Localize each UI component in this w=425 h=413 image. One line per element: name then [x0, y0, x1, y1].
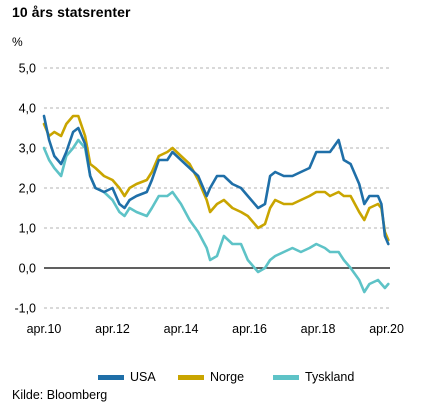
legend-label-norge: Norge [210, 370, 245, 384]
x-tick-label-1: apr.12 [95, 322, 130, 336]
series-line-usa [42, 114, 390, 246]
series-line-tyskland [42, 138, 390, 294]
y-tick-label-5: 0,0 [19, 262, 36, 276]
chart-title: 10 års statsrenter [12, 4, 131, 20]
legend-swatch-norge [178, 374, 204, 380]
legend-item-usa: USA [98, 370, 156, 384]
legend-label-usa: USA [130, 370, 156, 384]
line-chart: 5,0 4,0 3,0 2,0 1,0 0,0 -1,0 apr.10 apr.12 apr.14… [14, 62, 404, 337]
series-line-norge [42, 114, 390, 242]
legend-label-tyskland: Tyskland [305, 370, 355, 384]
y-axis-unit-label: % [12, 35, 23, 49]
x-tick-label-5: apr.20 [369, 322, 404, 336]
legend-swatch-tyskland [273, 374, 299, 380]
legend-item-tyskland: Tyskland [273, 370, 354, 384]
source-note: Kilde: Bloomberg [12, 388, 108, 402]
legend-item-norge: Norge [178, 370, 244, 384]
y-tick-label-4: 1,0 [19, 222, 36, 236]
y-tick-label-2: 3,0 [19, 142, 36, 156]
y-tick-label-6: -1,0 [14, 302, 36, 316]
x-tick-label-2: apr.14 [164, 322, 199, 336]
x-tick-label-4: apr.18 [301, 322, 336, 336]
x-tick-label-3: apr.16 [232, 322, 267, 336]
x-tick-label-0: apr.10 [27, 322, 62, 336]
chart-legend: USA Norge Tyskland [0, 368, 425, 388]
y-tick-label-1: 4,0 [19, 102, 36, 116]
legend-swatch-usa [98, 374, 124, 380]
y-tick-label-0: 5,0 [19, 62, 36, 76]
y-tick-label-3: 2,0 [19, 182, 36, 196]
